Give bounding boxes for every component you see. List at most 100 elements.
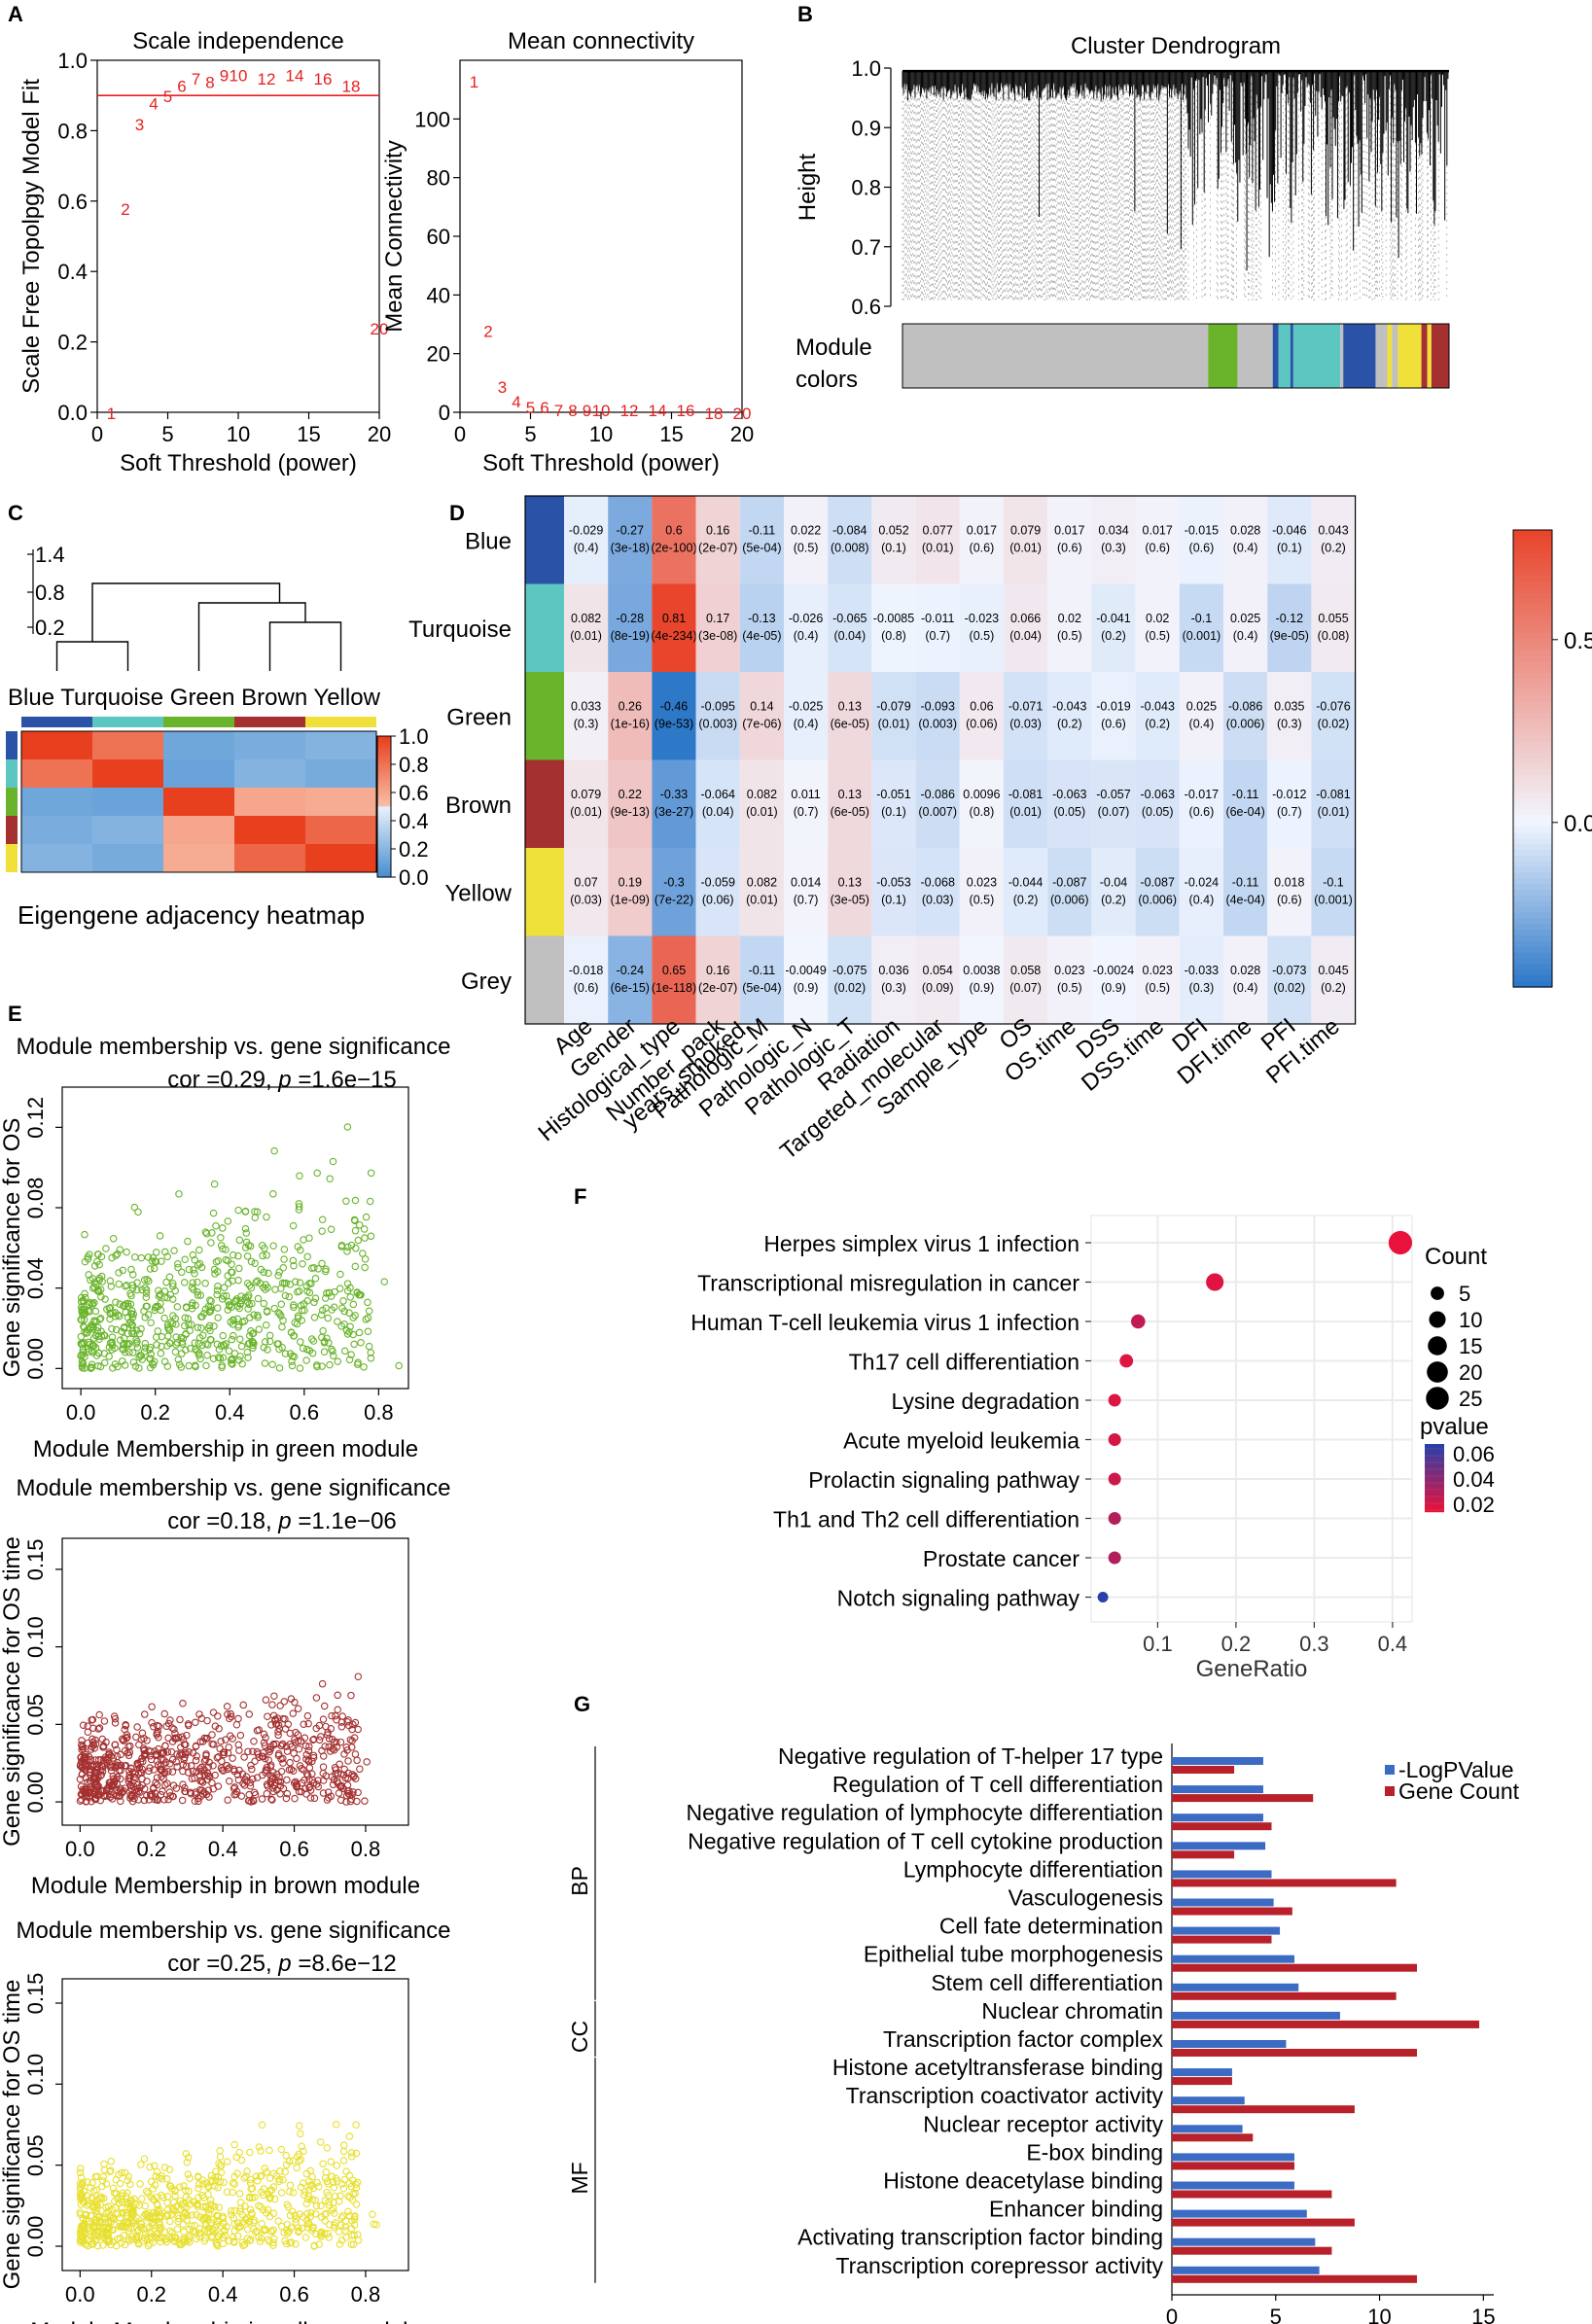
mm-gs-plot-1-point [169,1280,177,1287]
mm-gs-plot-3-point [324,2230,332,2237]
eigengene-scale-step [377,867,391,871]
trait-heatmap-cell [784,848,829,936]
mm-gs-plot-3-point [310,2241,318,2250]
mm-gs-plot-3-point [168,2234,176,2241]
mm-gs-plot-3-point [316,2138,325,2146]
go-bar-count [1172,2274,1417,2283]
mm-gs-plot-3-cor-text: cor =0.25, p =8.6e−12 [167,1951,397,1977]
mm-gs-plot-3-point [149,2185,158,2193]
mm-gs-plot-1-point [230,1331,237,1340]
trait-cell-value: -0.11 [1232,875,1259,889]
mm-gs-plot-1-point [141,1344,150,1352]
mm-gs-plot-3-point [252,2172,261,2180]
mm-gs-plot-1-point [214,1283,222,1290]
trait-cell-value: 0.13 [838,788,862,801]
mm-gs-plot-2-point [305,1764,314,1772]
go-term-label: Cell fate determination [939,1914,1163,1939]
trait-cell-value: -0.46 [660,699,689,713]
mm-gs-plot-1-point [138,1285,146,1294]
eigengene-scale-step [377,869,391,873]
mm-gs-plot-1-point [245,1331,254,1340]
mm-gs-plot-3-point [331,2192,339,2201]
trait-scale-step [1513,792,1552,799]
trait-cell-pvalue: (0.006) [1226,717,1265,730]
mm-gs-plot-3-point [305,2177,313,2185]
trait-cell-pvalue: (0.6) [970,541,995,554]
mm-gs-plot-3-point [107,2217,116,2226]
mm-gs-plot-3-point [265,2174,274,2182]
trait-cell-pvalue: (0.01) [878,717,910,730]
mm-gs-plot-1-point [342,1326,351,1334]
enrich-legend-pvalue-step [1425,1473,1444,1476]
mm-gs-plot-3-point [293,2164,301,2172]
mm-gs-plot-1-point [119,1357,126,1365]
mm-gs-plot-1-point [280,1255,288,1263]
mm-gs-plot-1-point [88,1363,96,1371]
mm-gs-plot-2-point [213,1753,222,1762]
trait-cell-value: 0.02 [1146,612,1169,625]
mm-gs-plot-2-point [286,1758,294,1767]
mm-gs-plot-1-point [191,1269,198,1278]
mm-gs-plot-2-point [168,1768,177,1776]
mm-gs-plot-1-point [224,1217,232,1225]
mm-gs-plot-1-point [137,1324,145,1333]
mm-gs-plot-1-point [321,1294,330,1302]
mm-gs-plot-3-point [230,2237,238,2245]
trait-cell-value: -0.073 [1272,964,1306,977]
eigengene-heatmap-cell [234,731,305,759]
trait-cell-pvalue: (0.5) [970,629,995,643]
mm-gs-plot-3-point [212,2238,221,2247]
trait-heatmap-cell [1179,935,1223,1024]
mm-gs-plot-2-point [336,1738,345,1746]
mm-gs-plot-1-point [197,1324,205,1332]
mm-gs-plot-2-point [343,1781,352,1789]
mm-gs-plot-1-point [163,1320,172,1329]
mm-gs-plot-1-point [122,1282,129,1290]
trait-cell-value: 0.025 [1230,612,1260,625]
mm-gs-plot-2-point [301,1734,309,1743]
eigengene-heatmap-cell [234,844,305,872]
mm-gs-plot-3-point [342,2167,350,2175]
mm-gs-plot-3-point [303,2209,311,2218]
mm-gs-plot-3-point [258,2220,265,2228]
mm-gs-plot-3-point [92,2206,100,2215]
enrich-legend-pvalue-step [1425,1502,1444,1504]
trait-scale-step [1513,592,1552,600]
trait-scale-step [1513,758,1552,765]
mm-gs-plot-1-point [351,1216,359,1225]
mm-gs-plot-3-point [347,2182,356,2191]
trait-heatmap-cell [1004,672,1048,760]
mm-gs-plot-1-point [135,1364,143,1372]
mm-gs-plot-2-point [223,1703,231,1710]
mm-gs-plot-3-point [347,2240,355,2248]
mm-gs-plot-2-point [342,1791,351,1800]
mm-gs-plot-2-point [248,1765,256,1774]
mm-gs-plot-2-point [205,1773,214,1780]
mm-gs-plot-2-point [211,1722,220,1730]
mean-connectivity-point: 14 [649,402,667,420]
mm-gs-plot-1-point [361,1234,369,1242]
dendrogram-ytick-label: 0.8 [851,176,881,200]
eigengene-scale-step [377,853,391,857]
mm-gs-plot-2-point [218,1757,226,1766]
mm-gs-plot-1-point [328,1306,336,1314]
trait-scale-step [1513,626,1552,634]
trait-scale-step [1513,975,1552,982]
trait-heatmap-cell [652,935,696,1024]
mm-gs-plot-3-point [228,2211,235,2219]
mm-gs-plot-3-point [199,2180,207,2188]
mm-gs-plot-2-point [289,1709,298,1717]
eigengene-scale-label: 0.6 [399,781,429,805]
trait-cell-value: -0.24 [617,964,645,977]
mm-gs-plot-1-point [132,1339,140,1348]
trait-scale-step [1513,621,1552,628]
eigengene-scale-step [377,764,391,768]
mm-gs-plot-3-point [300,2191,308,2200]
scale-independence-ytick-label: 0.4 [57,260,88,284]
mm-gs-plot-1-point [216,1355,225,1362]
enrich-legend-pvalue-step [1425,1489,1444,1491]
trait-cell-pvalue: (0.007) [918,805,957,819]
mm-gs-plot-1-point [340,1307,348,1316]
go-legend-swatch [1385,1765,1395,1775]
mm-gs-plot-1-point [355,1221,364,1229]
